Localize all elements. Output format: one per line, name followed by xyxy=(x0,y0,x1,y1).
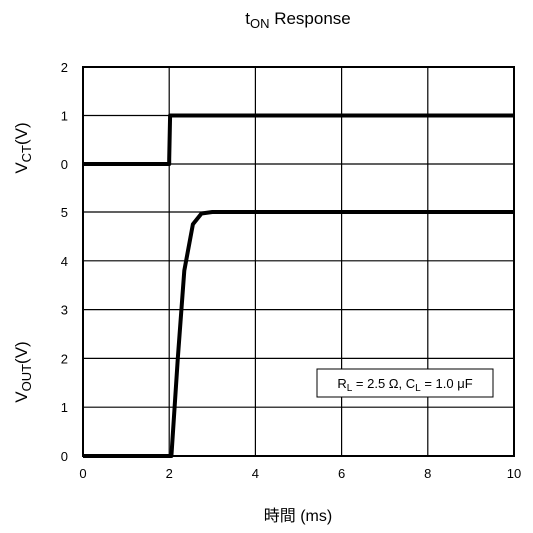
y-tick-label: 1 xyxy=(61,400,68,415)
y-axis-label-vct: VCT(V) xyxy=(12,122,34,173)
annotation-text: RL = 2.5 Ω, CL = 1.0 μF xyxy=(337,376,472,394)
y-tick-label: 4 xyxy=(61,254,68,269)
x-tick-label: 6 xyxy=(338,466,345,481)
y-axis-label-vout: VOUT(V) xyxy=(12,341,34,402)
x-tick-label: 8 xyxy=(424,466,431,481)
x-tick-label: 2 xyxy=(166,466,173,481)
y-tick-label: 3 xyxy=(61,303,68,318)
annotation-box xyxy=(316,368,494,398)
series-line xyxy=(83,210,514,458)
x-axis-label: 時間 (ms) xyxy=(264,507,332,525)
x-tick-labels: 0 2 4 6 8 10 xyxy=(79,466,521,481)
y-tick-label: 2 xyxy=(61,351,68,366)
x-tick-label: 10 xyxy=(507,466,521,481)
x-tick-label: 4 xyxy=(252,466,259,481)
y-tick-label: 1 xyxy=(61,109,68,124)
y-tick-label: 2 xyxy=(61,60,68,75)
x-tick-label: 0 xyxy=(79,466,86,481)
series-layer xyxy=(83,113,514,458)
grid xyxy=(83,67,514,456)
y-tick-labels: 0 1 2 0 1 2 3 4 5 xyxy=(61,60,68,464)
y-tick-label: 0 xyxy=(61,157,68,172)
y-tick-label: 5 xyxy=(61,205,68,220)
plot-frame xyxy=(82,66,515,457)
series-line xyxy=(83,113,514,166)
chart-title: tON Response xyxy=(245,9,351,31)
y-tick-label: 0 xyxy=(61,449,68,464)
